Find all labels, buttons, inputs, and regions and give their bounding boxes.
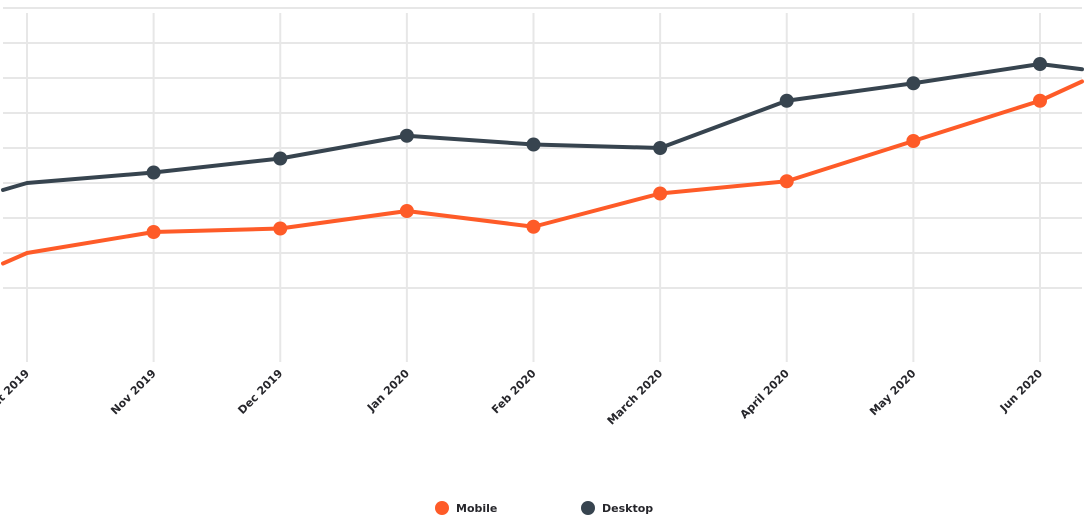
x-tick-label: April 2020: [738, 367, 793, 422]
series-lines: [1, 57, 1084, 266]
data-point-desktop[interactable]: [399, 128, 414, 143]
data-point-desktop[interactable]: [273, 151, 288, 166]
legend-swatch: [435, 501, 449, 515]
legend-swatch: [581, 501, 595, 515]
data-point-desktop[interactable]: [526, 137, 541, 152]
x-tick-label: Dec 2019: [235, 367, 285, 417]
data-point-mobile[interactable]: [146, 225, 161, 239]
data-point-desktop[interactable]: [146, 165, 161, 180]
x-tick-label: Jan 2020: [364, 367, 412, 415]
data-point-mobile[interactable]: [1033, 93, 1047, 108]
legend-label: Mobile: [456, 502, 497, 515]
x-tick-label: May 2020: [867, 367, 919, 419]
x-tick-label: March 2020: [605, 367, 666, 428]
series-desktop: [1, 57, 1084, 192]
legend-item-mobile[interactable]: Mobile: [435, 501, 497, 515]
x-tick-label: Feb 2020: [489, 367, 539, 417]
data-point-mobile[interactable]: [399, 204, 414, 218]
data-point-desktop[interactable]: [779, 93, 794, 108]
grid: [3, 7, 1082, 362]
data-point-desktop[interactable]: [1033, 57, 1047, 71]
data-point-mobile[interactable]: [273, 221, 288, 236]
data-point-mobile[interactable]: [526, 219, 541, 234]
data-point-mobile[interactable]: [906, 134, 921, 148]
x-tick-label: Jun 2020: [997, 367, 1045, 415]
x-axis-tick-labels: Oct 2019 Nov 2019 Dec 2019 Jan 2020 Feb 2020…: [0, 367, 1045, 428]
legend-item-desktop[interactable]: Desktop: [581, 501, 653, 515]
data-point-mobile[interactable]: [653, 186, 668, 201]
series-mobile: [1, 79, 1084, 266]
legend-label: Desktop: [602, 502, 653, 515]
data-point-mobile[interactable]: [779, 174, 794, 189]
data-point-desktop[interactable]: [653, 141, 668, 155]
data-point-desktop[interactable]: [906, 76, 921, 91]
legend: Mobile Desktop: [435, 501, 653, 515]
x-tick-label: Nov 2019: [108, 367, 158, 417]
x-tick-label: Oct 2019: [0, 367, 32, 415]
